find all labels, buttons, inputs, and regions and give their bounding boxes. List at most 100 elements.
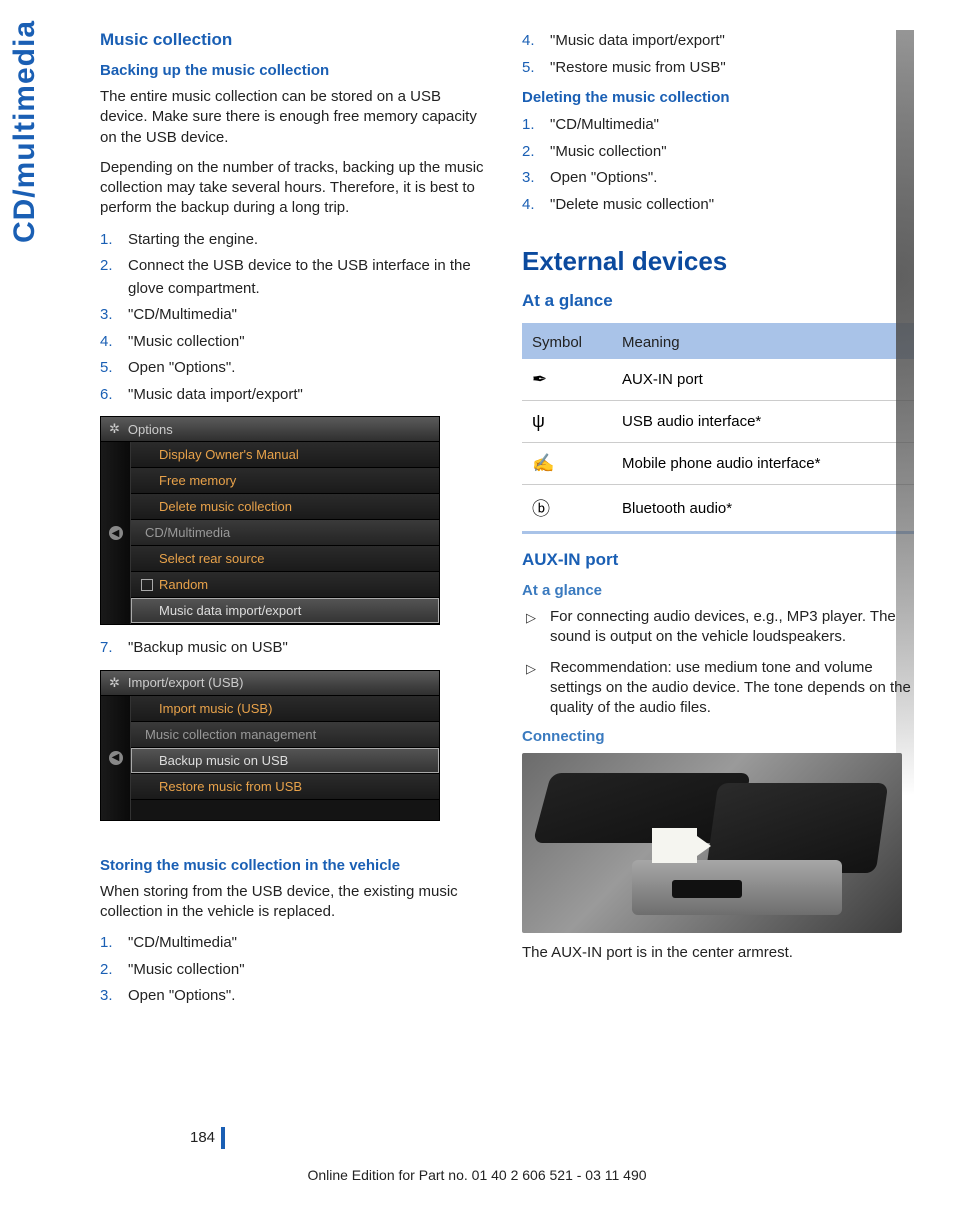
backup-step-7: 7."Backup music on USB" (100, 637, 492, 660)
menu-item: Restore music from USB (131, 774, 439, 800)
usb-icon: ψ (522, 401, 612, 443)
step-text: "Music collection" (128, 961, 245, 978)
menu-item: Backup music on USB (131, 748, 439, 774)
footer: 184 Online Edition for Part no. 01 40 2 … (0, 1127, 954, 1183)
menu-item: Display Owner's Manual (131, 442, 439, 468)
cell: USB audio interface* (612, 401, 914, 443)
aux-bullets: For connecting audio devices, e.g., MP3 … (522, 607, 914, 718)
mobile-icon: ✍ (522, 443, 612, 485)
list-item: For connecting audio devices, e.g., MP3 … (522, 607, 914, 648)
para-connecting: The AUX-IN port is in the center armrest… (522, 943, 914, 963)
list-item: 4."Music collection" (100, 331, 492, 354)
cell: Mobile phone audio interface* (612, 443, 914, 485)
bluetooth-icon: ⓑ (522, 485, 612, 533)
deleting-steps: 1."CD/Multimedia" 2."Music collection" 3… (522, 114, 914, 216)
list-item: 3.Open "Options". (522, 167, 914, 190)
menu-items: Import music (USB)Music collection manag… (131, 696, 439, 820)
step-text: "Restore music from USB" (550, 59, 726, 76)
heading-storing: Storing the music collection in the vehi… (100, 857, 492, 874)
menu-item: Delete music collection (131, 494, 439, 520)
right-column: 4."Music data import/export" 5."Restore … (522, 30, 914, 1018)
list-item: 2."Music collection" (522, 141, 914, 164)
back-arrow-icon: ◀ (109, 751, 123, 765)
heading-at-a-glance-2: At a glance (522, 582, 914, 599)
menu-item: Random (131, 572, 439, 598)
para-storing: When storing from the USB device, the ex… (100, 882, 492, 923)
menu-item: Select rear source (131, 546, 439, 572)
step-text: "Music collection" (550, 143, 667, 160)
arrow-indicator-icon (652, 828, 697, 863)
globe-icon: ✲ (109, 675, 120, 691)
globe-icon: ✲ (109, 421, 120, 437)
step-text: Starting the engine. (128, 231, 258, 248)
heading-at-a-glance: At a glance (522, 291, 914, 311)
heading-external-devices: External devices (522, 246, 914, 277)
heading-deleting: Deleting the music collection (522, 89, 914, 106)
step-text: "Delete music collection" (550, 196, 714, 213)
menu-item: Free memory (131, 468, 439, 494)
menu-item: Import music (USB) (131, 696, 439, 722)
menu-item: CD/Multimedia (131, 520, 439, 546)
menu-title: Options (128, 422, 173, 437)
list-item: 1.Starting the engine. (100, 229, 492, 252)
aux-port-photo (522, 753, 902, 933)
para-backup-1: The entire music collection can be store… (100, 87, 492, 148)
menu-item: Music collection management (131, 722, 439, 748)
footer-text: Online Edition for Part no. 01 40 2 606 … (0, 1167, 954, 1183)
heading-music-collection: Music collection (100, 30, 492, 50)
step-text: "CD/Multimedia" (128, 306, 237, 323)
step-text: "Music collection" (128, 333, 245, 350)
list-item: 4."Music data import/export" (522, 30, 914, 53)
list-item: 6."Music data import/export" (100, 384, 492, 407)
back-arrow-icon: ◀ (109, 526, 123, 540)
screenshot-import-export-menu: ✲ Import/export (USB) ◀ Import music (US… (100, 670, 440, 821)
step-text: "CD/Multimedia" (128, 934, 237, 951)
symbol-table: Symbol Meaning ✒AUX-IN port ψUSB audio i… (522, 323, 914, 534)
menu-items: Display Owner's ManualFree memoryDelete … (131, 442, 439, 624)
step-text: "Music data import/export" (550, 32, 725, 49)
list-item: 2."Music collection" (100, 959, 492, 982)
page-number: 184 (0, 1127, 954, 1149)
step-text: Connect the USB device to the USB interf… (128, 257, 471, 297)
step-text: Open "Options". (128, 987, 235, 1004)
list-item: 3."CD/Multimedia" (100, 304, 492, 327)
list-item: 5."Restore music from USB" (522, 57, 914, 80)
para-backup-2: Depending on the number of tracks, backi… (100, 158, 492, 219)
left-column: Music collection Backing up the music co… (100, 30, 492, 1018)
list-item: Recommendation: use medium tone and volu… (522, 658, 914, 719)
heading-connecting: Connecting (522, 728, 914, 745)
step-text: Open "Options". (550, 169, 657, 186)
menu-left-rail: ◀ (101, 696, 131, 820)
backup-steps: 1.Starting the engine. 2.Connect the USB… (100, 229, 492, 407)
list-item: 2.Connect the USB device to the USB inte… (100, 255, 492, 300)
step-text: "Backup music on USB" (128, 639, 288, 656)
list-item: 7."Backup music on USB" (100, 637, 492, 660)
table-row: ✒AUX-IN port (522, 359, 914, 401)
content: Music collection Backing up the music co… (100, 30, 914, 1018)
step-text: "Music data import/export" (128, 386, 303, 403)
table-row: ✍Mobile phone audio interface* (522, 443, 914, 485)
cell: Bluetooth audio* (612, 485, 914, 533)
cell: AUX-IN port (612, 359, 914, 401)
menu-left-rail: ◀ (101, 442, 131, 624)
heading-aux-in-port: AUX-IN port (522, 550, 914, 570)
list-item: 1."CD/Multimedia" (522, 114, 914, 137)
list-item: 3.Open "Options". (100, 985, 492, 1008)
menu-header: ✲ Import/export (USB) (101, 671, 439, 696)
screenshot-options-menu: ✲ Options ◀ Display Owner's ManualFree m… (100, 416, 440, 625)
list-item: 1."CD/Multimedia" (100, 932, 492, 955)
side-tab: CD/multimedia (8, 20, 42, 243)
storing-steps-continued: 4."Music data import/export" 5."Restore … (522, 30, 914, 79)
menu-title: Import/export (USB) (128, 675, 244, 690)
list-item: 5.Open "Options". (100, 357, 492, 380)
list-item: 4."Delete music collection" (522, 194, 914, 217)
th-symbol: Symbol (522, 325, 612, 360)
th-meaning: Meaning (612, 325, 914, 360)
menu-header: ✲ Options (101, 417, 439, 442)
aux-icon: ✒ (522, 359, 612, 401)
heading-backup: Backing up the music collection (100, 62, 492, 79)
step-text: Open "Options". (128, 359, 235, 376)
step-text: "CD/Multimedia" (550, 116, 659, 133)
storing-steps: 1."CD/Multimedia" 2."Music collection" 3… (100, 932, 492, 1008)
table-row: ψUSB audio interface* (522, 401, 914, 443)
